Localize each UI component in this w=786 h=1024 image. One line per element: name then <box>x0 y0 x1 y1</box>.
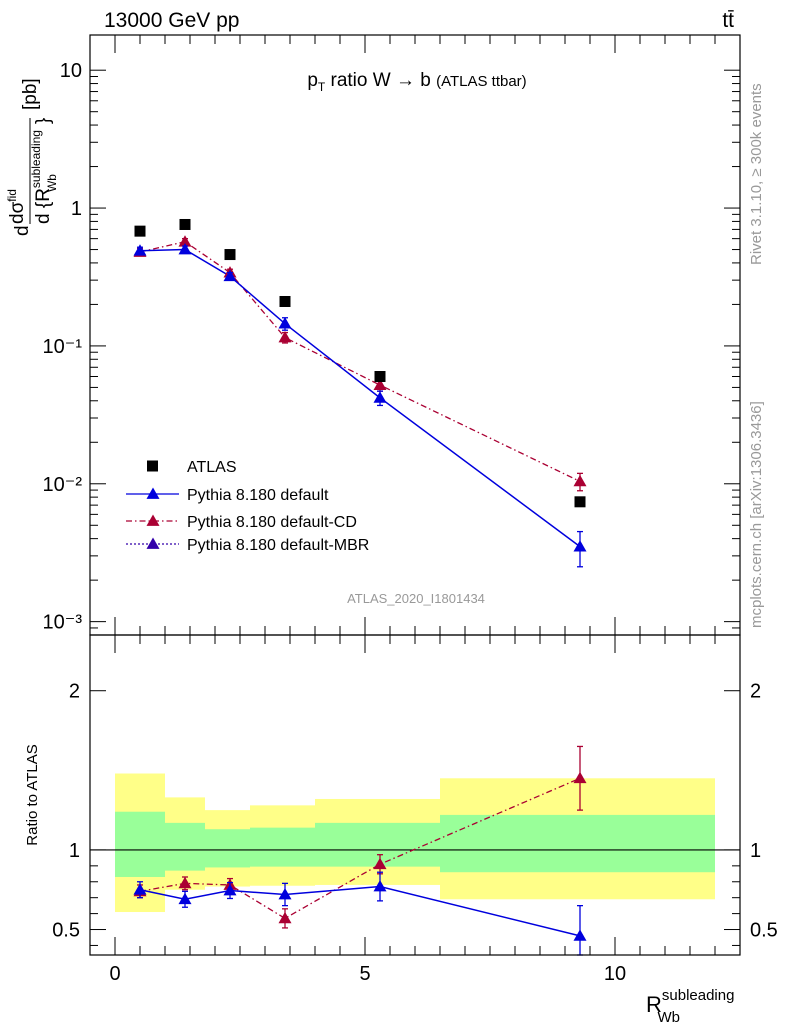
ratio-y-tick-label: 2 <box>69 681 80 703</box>
main-y-tick-label: 10 <box>60 60 82 82</box>
ratio-y-axis-label: Ratio to ATLAS <box>24 744 41 845</box>
main-y-tick-label: 1 <box>71 198 82 220</box>
legend-label: ATLAS <box>187 459 237 476</box>
ratio-y-tick-label: 0.5 <box>52 920 80 942</box>
marker-pythia-default <box>373 391 387 403</box>
ratio-marker-pythia-default-cd <box>373 857 387 870</box>
x-axis-label: Rsubleading Wb <box>646 987 734 1024</box>
ratio-marker-pythia-default <box>178 892 192 905</box>
ratio-y-tick-label: 1 <box>69 840 80 862</box>
marker-pythia-default <box>223 269 237 282</box>
marker-atlas <box>134 225 146 237</box>
x-tick-label: 0 <box>109 963 120 985</box>
ratio-line-pythia-default-cd <box>139 777 581 920</box>
marker-pythia-default-cd <box>278 331 292 343</box>
ratio-y-tick-label-right: 0.5 <box>750 920 778 942</box>
marker-pythia-default <box>573 540 587 552</box>
analysis-id: ATLAS_2020_I1801434 <box>347 591 485 606</box>
svg-text:d: d <box>12 225 33 236</box>
legend-label: Pythia 8.180 default-MBR <box>187 537 369 554</box>
main-y-tick-label: 10⁻² <box>43 474 83 496</box>
legend-marker <box>146 487 160 499</box>
rivet-label: Rivet 3.1.10, ≥ 300k events <box>748 83 765 265</box>
uncertainty-band-inner <box>165 822 205 871</box>
line-pythia-default-cd <box>139 241 581 483</box>
ratio-marker-pythia-default-cd <box>278 911 292 924</box>
legend: ATLAS Pythia 8.180 default Pythia 8.180 de… <box>126 459 369 554</box>
uncertainty-band-inner <box>250 827 315 867</box>
marker-pythia-default-cd <box>573 474 587 487</box>
ratio-y-tick-label-right: 1 <box>750 840 761 862</box>
marker-atlas <box>374 371 386 383</box>
marker-pythia-default <box>133 244 147 256</box>
marker-pythia-default-cd <box>373 378 387 390</box>
line-pythia-default <box>139 248 581 548</box>
x-tick-label: 10 <box>604 963 626 985</box>
main-y-axis-label: d dσfid d {Rsubleading Wb} [pb] <box>5 78 59 236</box>
ratio-marker-pythia-default-cd <box>178 876 192 889</box>
header-energy: 13000 GeV pp <box>104 9 239 32</box>
marker-atlas <box>279 295 291 307</box>
legend-label: Pythia 8.180 default <box>187 487 329 504</box>
legend-marker-atlas <box>147 460 158 472</box>
marker-atlas <box>179 218 191 230</box>
ratio-line-pythia-default <box>139 885 581 937</box>
mcplots-label: mcplots.cern.ch [arXiv:1306.3436] <box>748 401 765 628</box>
svg-text:[pb]: [pb] <box>20 78 41 110</box>
marker-pythia-default-cd <box>178 235 192 247</box>
legend-marker <box>146 514 160 526</box>
ratio-marker-pythia-default <box>133 883 147 895</box>
legend-marker <box>146 537 160 549</box>
ratio-marker-pythia-default-cd <box>573 771 587 784</box>
plot-title: pT ratio W → b (ATLAS ttbar) <box>307 70 526 94</box>
main-y-tick-label: 10⁻¹ <box>43 336 83 358</box>
x-tick-label: 5 <box>359 963 370 985</box>
main-panel: 10⁻³ 10⁻² 10⁻¹ 1 10 pT ratio W → b (ATLAS tt… <box>5 34 741 636</box>
ratio-marker-pythia-default <box>373 880 387 892</box>
svg-text:dσfid: dσfid <box>5 189 28 224</box>
legend-label: Pythia 8.180 default-CD <box>187 514 357 531</box>
uncertainty-band-inner <box>205 829 250 868</box>
ratio-y-tick-label-right: 2 <box>750 681 761 703</box>
header-process: tt̄ <box>722 9 734 32</box>
marker-pythia-default <box>278 317 292 329</box>
uncertainty-band-inner <box>115 811 165 877</box>
marker-atlas <box>574 496 586 508</box>
main-y-tick-label: 10⁻³ <box>43 612 83 634</box>
marker-pythia-default <box>178 243 192 255</box>
ratio-panel: 0.5 0.5 1 1 2 2 0 5 10 Ratio to ATLAS Rsubleadin… <box>24 634 778 1024</box>
ratio-marker-pythia-default <box>223 884 237 896</box>
marker-atlas <box>224 249 236 261</box>
uncertainty-band-inner <box>315 822 440 867</box>
ratio-marker-pythia-default <box>278 888 292 900</box>
ratio-marker-pythia-default <box>573 929 587 941</box>
uncertainty-band-inner <box>440 814 715 873</box>
